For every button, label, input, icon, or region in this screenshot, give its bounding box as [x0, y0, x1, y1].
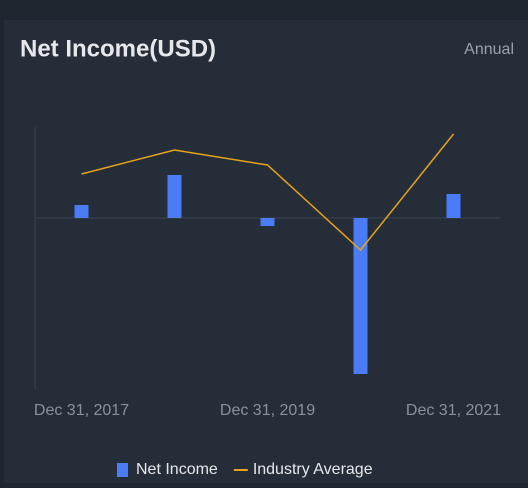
line: [81, 133, 455, 252]
x-tick-label: Dec 31, 2017: [34, 402, 129, 419]
legend-label: Industry Average: [253, 461, 373, 478]
panel: [4, 20, 528, 483]
period-label: Annual: [464, 41, 514, 58]
legend-swatch: [117, 463, 128, 477]
bar: [353, 218, 368, 374]
legend-label: Net Income: [136, 461, 218, 478]
bar: [446, 194, 461, 218]
bar: [167, 175, 182, 218]
bar: [260, 218, 275, 226]
bar: [74, 205, 89, 218]
x-tick-label: Dec 31, 2019: [220, 402, 315, 419]
x-tick-label: Dec 31, 2021: [406, 402, 501, 419]
chart-title: Net Income(USD): [20, 35, 216, 62]
